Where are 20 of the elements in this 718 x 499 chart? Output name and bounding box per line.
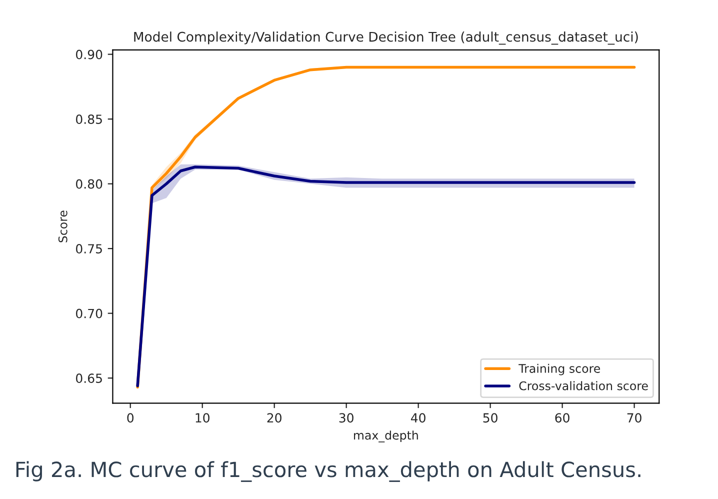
legend-label: Training score: [518, 364, 600, 376]
x-tick-label: 50: [483, 413, 498, 423]
x-tick-label: 40: [410, 413, 426, 423]
x-tick-label: 0: [127, 413, 134, 423]
caption: Fig 2a. MC curve of f1_score vs max_depth on Adult Census.: [16, 461, 640, 482]
y-tick-label: 0.80: [76, 179, 102, 189]
x-tick-label: 60: [555, 413, 570, 423]
y-tick-label: 0.70: [76, 308, 102, 318]
x-axis-title: max_depth: [354, 430, 418, 442]
x-tick-label: 70: [627, 413, 642, 423]
x-tick-label: 10: [196, 413, 210, 423]
y-tick-label: 0.85: [76, 114, 102, 124]
x-tick-label: 30: [339, 413, 354, 423]
legend-label: Cross-validation score: [519, 381, 648, 390]
y-tick-label: 0.75: [76, 244, 102, 254]
x-tick-label: 20: [267, 413, 282, 423]
chart-title: Model Complexity/Validation Curve Decision Tree (adult_census_dataset_uci): [134, 32, 638, 45]
y-tick-label: 0.90: [76, 50, 102, 60]
y-axis-title: Score: [58, 210, 68, 242]
y-tick-label: 0.65: [76, 374, 102, 383]
